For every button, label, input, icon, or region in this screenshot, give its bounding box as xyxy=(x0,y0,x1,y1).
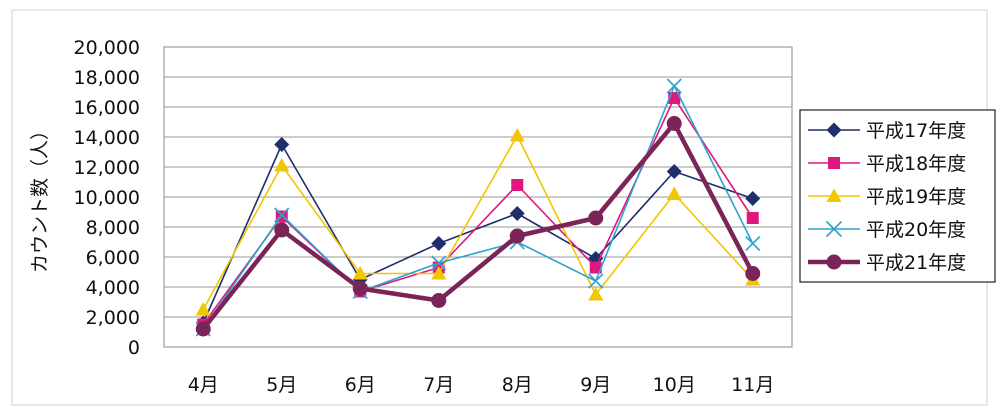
legend-item: 平成19年度 xyxy=(808,186,966,208)
legend-label: 平成21年度 xyxy=(866,252,966,274)
data-point-marker xyxy=(195,302,211,316)
x-tick-label: 5月 xyxy=(266,374,297,396)
y-tick-label: 0 xyxy=(128,337,140,359)
legend-label: 平成19年度 xyxy=(866,186,966,208)
legend-item: 平成20年度 xyxy=(808,219,966,241)
data-point-marker xyxy=(745,266,761,281)
data-point-marker xyxy=(511,179,524,191)
y-tick-label: 16,000 xyxy=(74,97,140,119)
x-tick-labels: 4月 5月 6月 7月 8月 9月 10月 11月 xyxy=(188,374,775,396)
data-point-marker xyxy=(588,210,604,226)
x-tick-label: 8月 xyxy=(502,374,533,396)
data-point-marker xyxy=(509,128,525,142)
data-point-marker xyxy=(745,191,761,206)
data-point-marker xyxy=(509,228,525,244)
data-point-marker xyxy=(274,222,290,238)
data-point-marker xyxy=(588,273,604,289)
y-tick-label: 2,000 xyxy=(86,307,140,329)
data-point-marker xyxy=(666,164,682,179)
data-point-marker xyxy=(431,236,447,251)
data-point-marker xyxy=(588,287,604,301)
series-group xyxy=(195,78,761,337)
y-axis-label: カウント数（人） xyxy=(29,121,51,273)
data-point-marker xyxy=(352,266,368,280)
x-tick-label: 6月 xyxy=(345,374,376,396)
legend-label: 平成20年度 xyxy=(866,219,966,241)
data-point-marker xyxy=(666,116,682,131)
series-4 xyxy=(195,78,761,337)
x-tick-label: 4月 xyxy=(188,374,219,396)
series-line xyxy=(201,121,755,331)
series-line xyxy=(202,85,754,330)
x-tick-label: 7月 xyxy=(423,374,454,396)
series-line xyxy=(202,134,754,310)
y-tick-label: 8,000 xyxy=(86,217,140,239)
data-point-marker xyxy=(825,220,843,238)
data-point-marker xyxy=(666,78,682,94)
y-tick-label: 6,000 xyxy=(86,247,140,269)
y-tick-labels: 20,000 18,000 16,000 14,000 12,000 10,000 8,00… xyxy=(74,37,140,359)
y-tick-label: 14,000 xyxy=(74,127,140,149)
data-point-marker xyxy=(589,261,602,274)
y-tick-label: 4,000 xyxy=(86,277,140,299)
legend-item: 平成21年度 xyxy=(808,252,966,274)
series-line xyxy=(202,143,754,324)
series-line xyxy=(202,97,754,325)
data-point-marker xyxy=(195,321,211,337)
x-tick-label: 10月 xyxy=(653,374,696,396)
data-point-marker xyxy=(274,158,290,172)
legend-item: 平成18年度 xyxy=(808,153,966,175)
legend-label: 平成17年度 xyxy=(866,120,966,142)
grid-lines xyxy=(164,76,792,318)
series-3 xyxy=(195,128,761,316)
data-point-marker xyxy=(826,254,842,270)
series-5 xyxy=(195,116,761,337)
data-point-marker xyxy=(274,207,290,223)
legend-item: 平成17年度 xyxy=(808,120,966,142)
x-tick-label: 11月 xyxy=(731,374,774,396)
data-point-marker xyxy=(274,137,290,152)
data-point-marker xyxy=(431,293,447,308)
y-tick-label: 10,000 xyxy=(74,187,140,209)
y-tick-label: 12,000 xyxy=(74,157,140,179)
data-point-marker xyxy=(828,157,840,169)
data-point-marker xyxy=(746,212,759,224)
y-tick-label: 18,000 xyxy=(74,67,140,89)
data-point-marker xyxy=(666,186,682,200)
data-point-marker xyxy=(431,266,447,280)
data-point-marker xyxy=(509,206,525,221)
y-tick-label: 20,000 xyxy=(74,37,140,59)
x-tick-label: 9月 xyxy=(580,374,611,396)
data-point-marker xyxy=(745,235,761,252)
data-point-marker xyxy=(826,122,842,138)
data-point-marker xyxy=(431,255,447,271)
legend-label: 平成18年度 xyxy=(866,153,966,175)
data-point-marker xyxy=(826,188,842,202)
data-point-marker xyxy=(352,281,368,296)
